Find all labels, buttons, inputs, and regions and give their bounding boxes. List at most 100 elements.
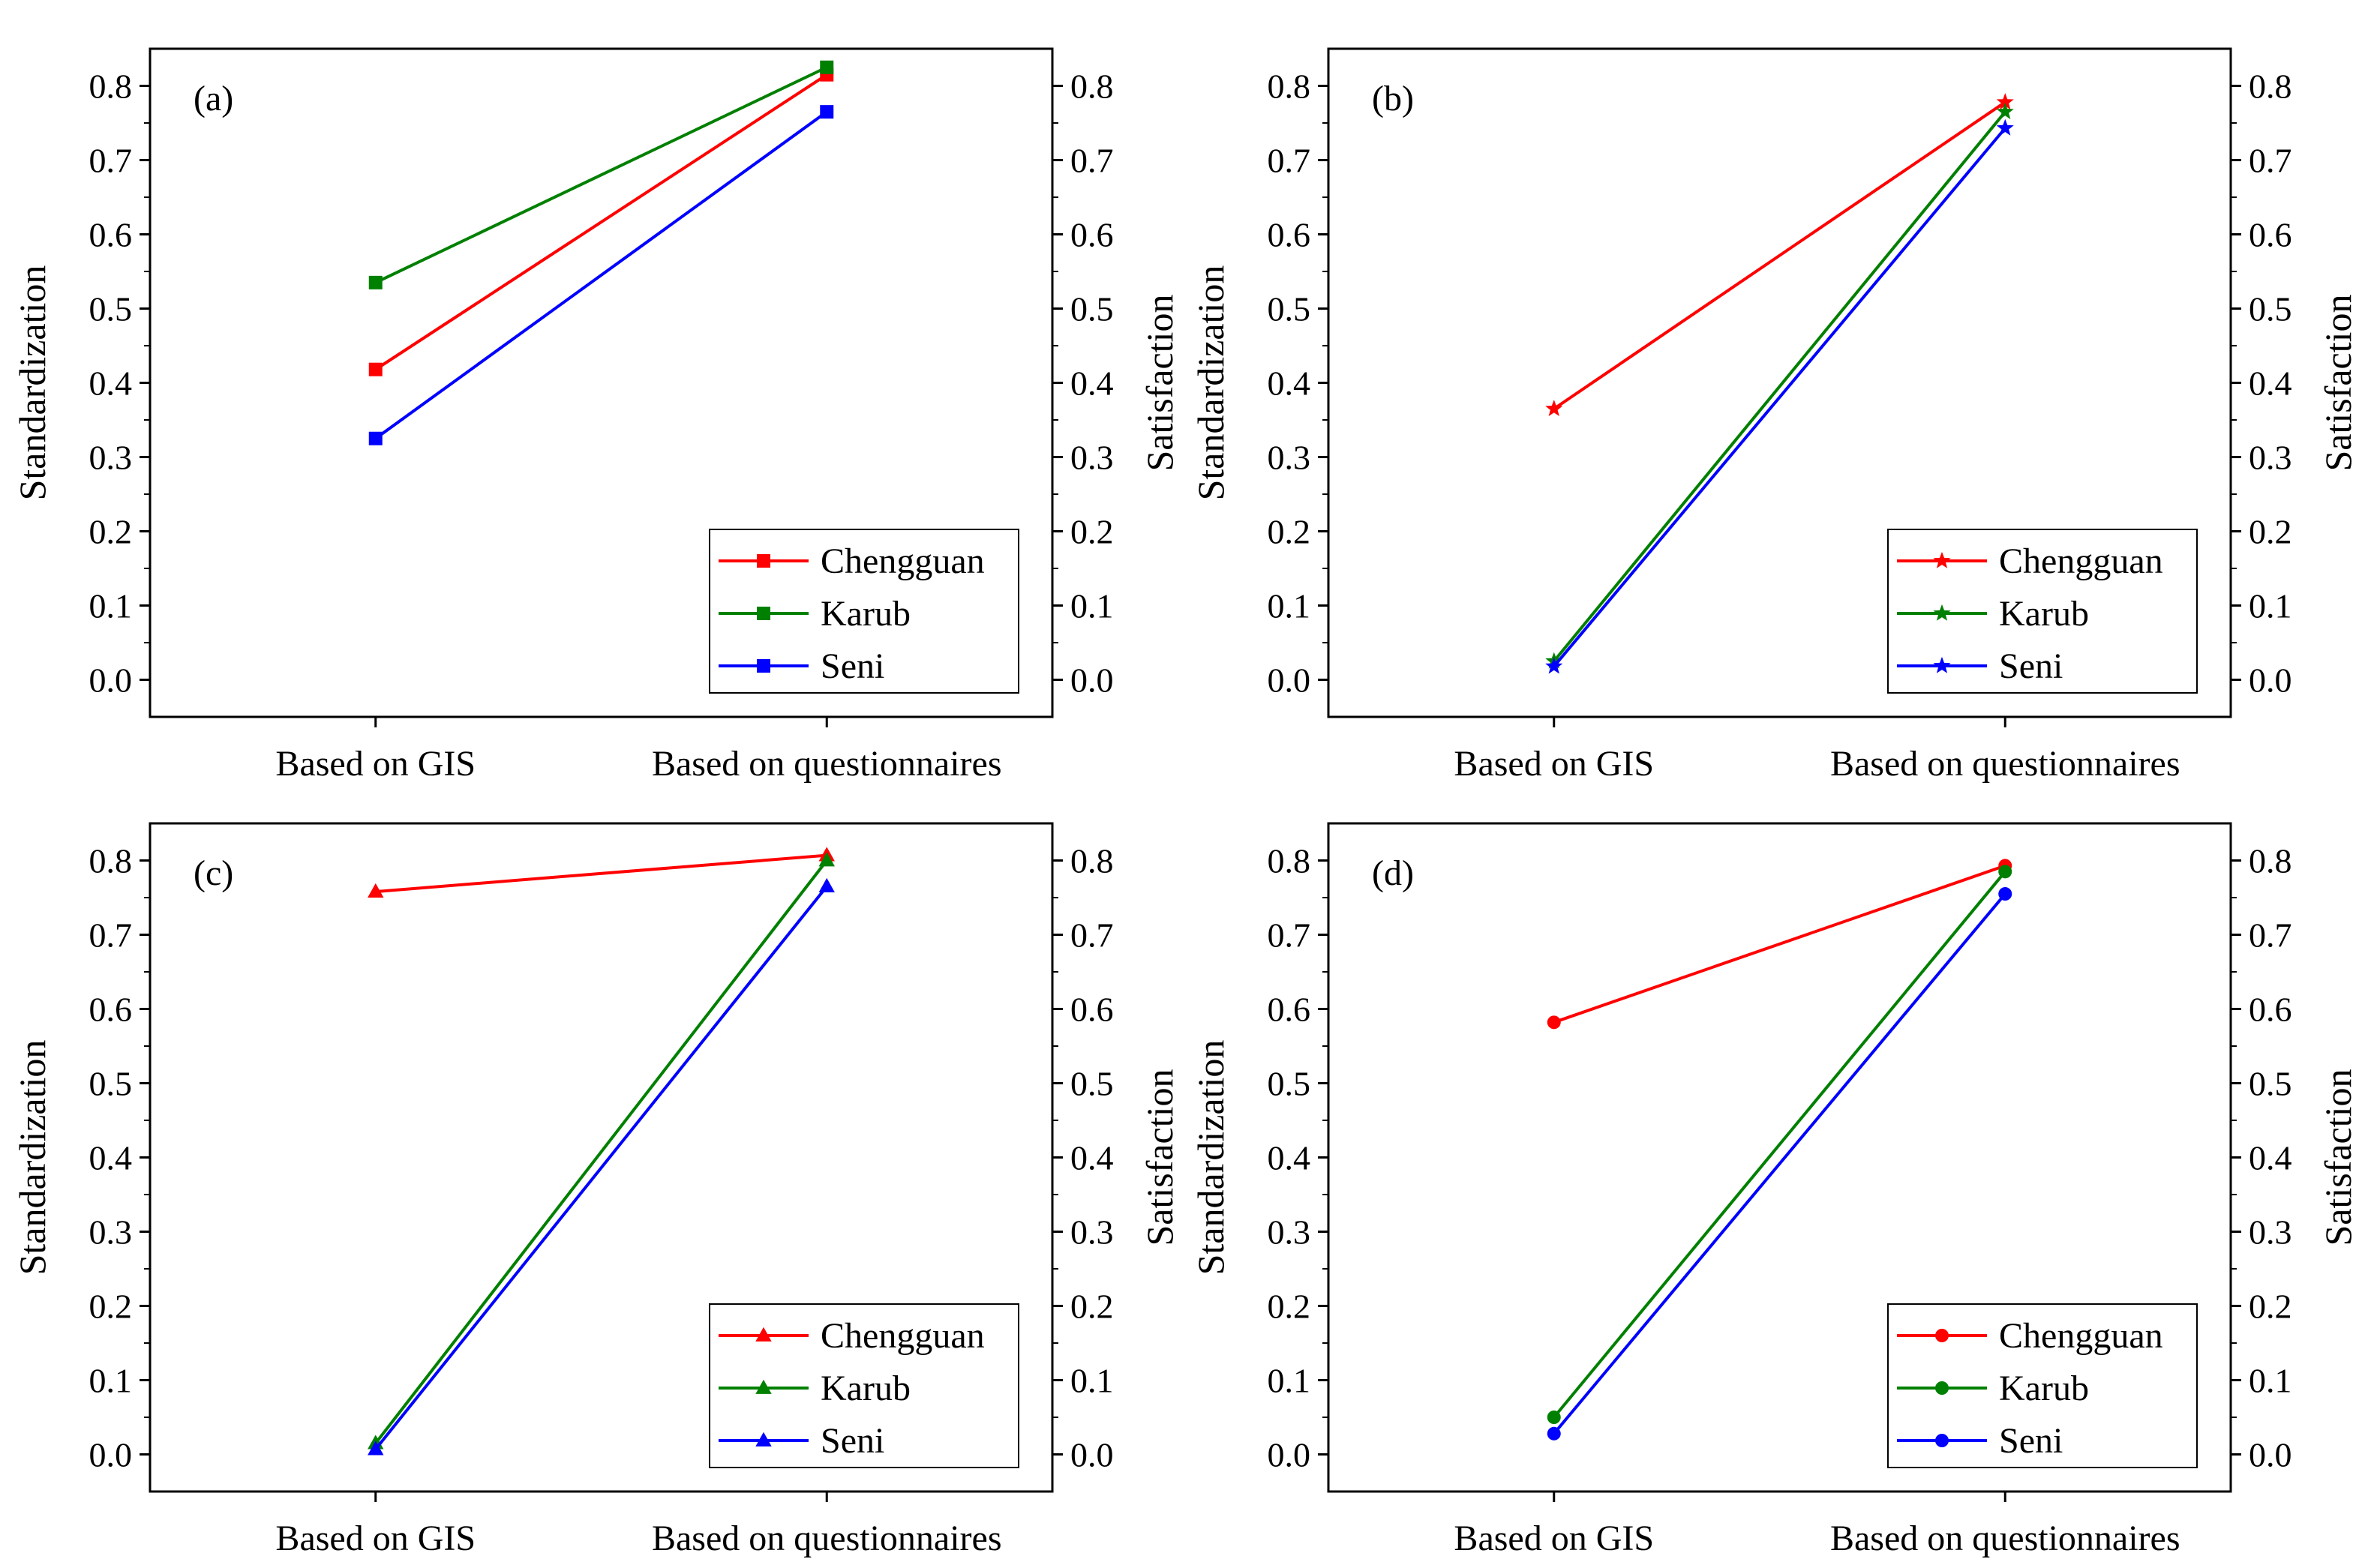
- series-chengguan: [1545, 93, 2014, 416]
- data-point-marker: [368, 275, 383, 289]
- legend: Chengguan Karub Seni: [709, 529, 1019, 694]
- data-point-marker: [1547, 1015, 1561, 1030]
- y-tick-label-left: 0.1: [1268, 1362, 1311, 1400]
- y-tick-label-left: 0.3: [89, 439, 133, 477]
- y-tick-label-left: 0.6: [1268, 991, 1311, 1029]
- y-tick-label-right: 0.4: [1070, 1139, 1114, 1177]
- legend-label: Karub: [1999, 594, 2089, 634]
- legend-label: Karub: [1999, 1369, 2089, 1408]
- y-axis-title-right: Satisfaction: [2317, 294, 2359, 471]
- y-tick-label-left: 0.8: [89, 67, 133, 106]
- y-tick-label-right: 0.8: [2249, 67, 2292, 106]
- data-point-marker: [368, 362, 383, 376]
- series-line: [1553, 110, 2006, 663]
- data-point-marker: [818, 877, 835, 893]
- panel-label: (d): [1372, 853, 1414, 893]
- y-tick-label-right: 0.3: [1070, 1213, 1114, 1252]
- y-tick-label-left: 0.7: [1268, 916, 1311, 955]
- y-tick-label-right: 0.2: [1070, 513, 1114, 551]
- y-axis-title-left: Standardization: [1190, 265, 1232, 501]
- chart-panel-c: 0.0 0.0 0.1 0.1 0.2 0.2 0.3 0.3 0.4 0.4 0.5 0.5 0.6 0…: [11, 822, 1181, 1558]
- legend-marker: [755, 1327, 772, 1342]
- data-point-marker: [1996, 93, 2014, 110]
- y-tick-label-left: 0.4: [1268, 1139, 1311, 1177]
- y-tick-label-left: 0.3: [1268, 1213, 1311, 1252]
- x-category-label: Based on GIS: [275, 1519, 476, 1558]
- series-line: [374, 885, 828, 1450]
- y-axis-title-left: Standardization: [11, 1040, 53, 1276]
- y-axis-title-right: Satisfaction: [2317, 1069, 2359, 1246]
- legend-label: Karub: [821, 1369, 911, 1408]
- y-tick-label-left: 0.2: [89, 513, 133, 551]
- legend-marker: [757, 607, 770, 620]
- y-tick-label-right: 0.4: [2249, 364, 2292, 403]
- chart-panel-b: 0.0 0.0 0.1 0.1 0.2 0.2 0.3 0.3 0.4 0.4 0.5 0.5 0.6 0…: [1190, 47, 2359, 784]
- y-tick-label-left: 0.5: [89, 1065, 133, 1103]
- legend-label: Seni: [821, 1421, 884, 1461]
- y-tick-label-left: 0.2: [89, 1288, 133, 1326]
- y-tick-label-right: 0.8: [1070, 842, 1114, 880]
- y-tick-label-right: 0.8: [2249, 842, 2292, 880]
- y-tick-label-left: 0.8: [1268, 842, 1311, 880]
- y-tick-label-right: 0.7: [2249, 916, 2292, 955]
- legend-marker: [1933, 604, 1951, 621]
- legend-marker: [757, 659, 770, 673]
- data-point-marker: [1545, 657, 1563, 674]
- legend-marker: [1935, 1329, 1949, 1342]
- y-tick-label-left: 0.6: [1268, 216, 1311, 254]
- data-point-marker: [820, 105, 834, 119]
- y-axis-title-left: Standardization: [1190, 1040, 1232, 1276]
- x-category-label: Based on GIS: [275, 744, 476, 784]
- y-tick-label-right: 0.3: [1070, 439, 1114, 477]
- legend: Chengguan Karub Seni: [1887, 1303, 2198, 1468]
- y-tick-label-left: 0.4: [1268, 364, 1311, 403]
- legend-marker: [1935, 1381, 1949, 1395]
- y-tick-label-left: 0.0: [89, 661, 133, 700]
- y-tick-label-left: 0.2: [1268, 1288, 1311, 1326]
- series-line: [374, 110, 828, 440]
- legend-label: Chengguan: [821, 541, 985, 581]
- y-tick-label-left: 0.4: [89, 364, 133, 403]
- series-line: [374, 65, 828, 284]
- series-chengguan: [1547, 859, 2012, 1030]
- y-tick-label-right: 0.5: [2249, 290, 2292, 328]
- y-tick-label-right: 0.7: [1070, 142, 1114, 180]
- y-tick-label-left: 0.5: [1268, 290, 1311, 328]
- series-line: [374, 859, 828, 1444]
- series-karub: [368, 60, 834, 289]
- series-seni: [368, 105, 834, 445]
- y-tick-label-right: 0.8: [1070, 67, 1114, 106]
- series-seni: [1547, 887, 2012, 1441]
- legend-marker: [757, 554, 770, 568]
- series-chengguan: [368, 847, 835, 898]
- y-tick-label-right: 0.1: [2249, 587, 2292, 625]
- y-tick-label-right: 0.1: [1070, 587, 1114, 625]
- y-tick-label-right: 0.5: [1070, 1065, 1114, 1103]
- y-tick-label-left: 0.5: [89, 290, 133, 328]
- legend-label: Seni: [1999, 646, 2063, 686]
- panel-label: (a): [194, 79, 233, 118]
- series-line: [375, 853, 827, 894]
- y-tick-label-left: 0.3: [89, 1213, 133, 1252]
- series-chengguan: [368, 67, 834, 376]
- data-point-marker: [1996, 118, 2014, 136]
- series-line: [1553, 127, 2006, 667]
- series-line: [1553, 100, 2006, 410]
- y-tick-label-right: 0.0: [1070, 661, 1114, 700]
- y-tick-label-left: 0.0: [1268, 661, 1311, 700]
- legend-label: Seni: [821, 646, 884, 686]
- legend-label: Chengguan: [1999, 1316, 2163, 1356]
- y-tick-label-left: 0.3: [1268, 439, 1311, 477]
- data-point-marker: [1996, 103, 2014, 119]
- legend: Chengguan Karub Seni: [1887, 529, 2198, 694]
- legend-marker: [755, 1432, 772, 1447]
- y-tick-label-left: 0.6: [89, 216, 133, 254]
- series-line: [1553, 892, 2006, 1435]
- data-point-marker: [1547, 1411, 1561, 1424]
- data-point-marker: [818, 852, 835, 867]
- chart-panel-d: 0.0 0.0 0.1 0.1 0.2 0.2 0.3 0.3 0.4 0.4 0.5 0.5 0.6 0…: [1190, 822, 2359, 1558]
- panel-label: (b): [1372, 79, 1414, 118]
- legend-marker: [1935, 1434, 1949, 1447]
- y-tick-label-right: 0.2: [2249, 513, 2292, 551]
- y-tick-label-left: 0.0: [89, 1436, 133, 1474]
